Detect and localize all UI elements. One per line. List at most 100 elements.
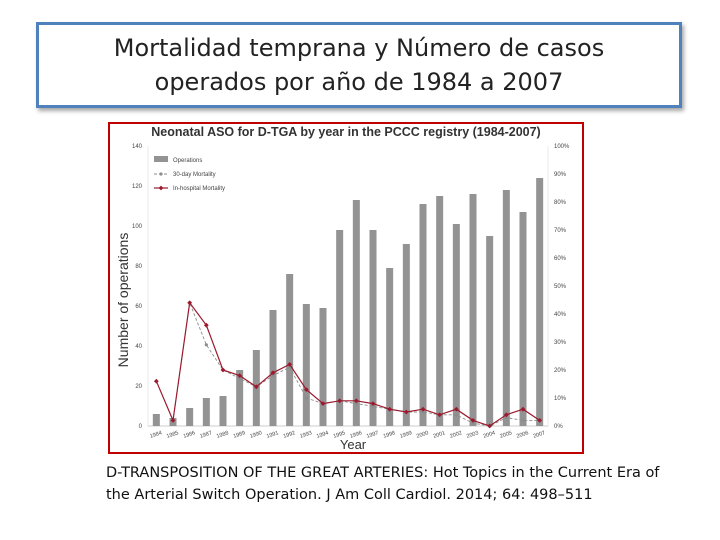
x-tick-label: 1992 [283, 430, 297, 439]
point-mortality-30day [271, 374, 275, 378]
bar-operations [202, 398, 210, 426]
point-in-hospital-mortality [220, 367, 226, 373]
bar-operations [152, 414, 160, 426]
y-tick-label: 120 [132, 184, 143, 190]
legend-swatch-operations [154, 156, 168, 162]
x-tick-label: 1991 [266, 430, 280, 439]
point-mortality-30day [471, 421, 475, 425]
legend-label: Operations [173, 158, 202, 164]
point-in-hospital-mortality [487, 423, 493, 429]
y2-tick-label: 70% [554, 228, 567, 234]
x-tick-label: 1997 [366, 430, 380, 439]
point-in-hospital-mortality [337, 398, 343, 404]
bar-operations [536, 178, 544, 426]
bar-operations [219, 396, 227, 426]
x-tick-label: 2004 [483, 430, 497, 439]
bar-operations [286, 274, 294, 426]
y-tick-label: 20 [135, 384, 142, 390]
legend-label: In-hospital Mortality [173, 186, 225, 192]
point-in-hospital-mortality [370, 401, 376, 406]
bar-operations [369, 230, 377, 426]
y-tick-label: 60 [135, 304, 142, 310]
x-tick-label: 2002 [449, 430, 463, 439]
point-in-hospital-mortality [253, 384, 259, 390]
x-tick-label: 1996 [349, 430, 363, 439]
chart-legend: Operations 30-day Mortality In-hospital Mo… [154, 156, 225, 192]
x-tick-label: 1995 [333, 430, 347, 439]
y-tick-label: 0 [139, 424, 143, 430]
bar-operations [436, 196, 444, 426]
x-tick-label: 2001 [433, 430, 447, 439]
x-tick-label: 1999 [399, 430, 413, 439]
x-tick-label: 2007 [533, 430, 547, 439]
legend-marker-in-hospital-mortality [158, 185, 164, 191]
point-mortality-30day [354, 402, 358, 406]
x-tick-label: 1993 [299, 430, 313, 439]
point-in-hospital-mortality [153, 378, 159, 384]
chart-frame: Neonatal ASO for D-TGA by year in the PC… [108, 122, 584, 454]
point-mortality-30day [504, 416, 508, 420]
point-in-hospital-mortality [537, 418, 543, 423]
y2-tick-label: 40% [554, 312, 567, 318]
legend-marker-mortality-30day [159, 172, 163, 176]
point-in-hospital-mortality [520, 406, 526, 412]
point-mortality-30day [371, 404, 375, 408]
x-tick-label: 1987 [199, 430, 213, 439]
x-tick-label: 2006 [516, 430, 530, 439]
bar-operations [236, 370, 244, 426]
x-tick-label: 1984 [149, 430, 163, 439]
x-tick-label: 1985 [166, 430, 180, 439]
point-in-hospital-mortality [237, 373, 243, 378]
x-axis-label: Year [340, 437, 367, 451]
bar-operations [469, 194, 477, 426]
y2-tick-label: 20% [554, 368, 567, 374]
y2-tick-label: 30% [554, 340, 567, 346]
x-tick-label: 1990 [249, 430, 263, 439]
y-tick-label: 100 [132, 224, 143, 230]
point-in-hospital-mortality [387, 406, 393, 412]
point-in-hospital-mortality [203, 322, 209, 328]
slide-title-line-1: Mortalidad temprana y Número de casos [113, 34, 605, 62]
point-in-hospital-mortality [403, 409, 409, 415]
point-in-hospital-mortality [287, 362, 293, 367]
point-in-hospital-mortality [320, 401, 326, 406]
y2-tick-label: 0% [554, 424, 563, 430]
bar-operations [319, 308, 327, 426]
bar-operations [402, 244, 410, 426]
bar-operations [386, 268, 394, 426]
point-mortality-30day [521, 418, 525, 422]
x-tick-label: 1989 [233, 430, 247, 439]
bar-operations [419, 204, 427, 426]
bar-operations [186, 408, 194, 426]
point-in-hospital-mortality [470, 418, 476, 423]
y-tick-label: 40 [135, 344, 142, 350]
y2-tick-label: 50% [554, 284, 567, 290]
point-in-hospital-mortality [453, 406, 459, 412]
x-tick-label: 1998 [383, 430, 397, 439]
source-caption: D-TRANSPOSITION OF THE GREAT ARTERIES: H… [106, 462, 706, 506]
bar-operations [352, 200, 360, 426]
line-in-hospital-mortality [155, 301, 541, 427]
point-mortality-30day [238, 376, 242, 380]
bar-operations [336, 230, 344, 426]
point-in-hospital-mortality [503, 412, 509, 418]
y2-tick-label: 10% [554, 396, 567, 402]
slide-title: Mortalidad temprana y Número de casos op… [36, 22, 682, 108]
bar-operations [486, 236, 494, 426]
caption-line-1: D-TRANSPOSITION OF THE GREAT ARTERIES: H… [106, 465, 660, 481]
point-in-hospital-mortality [437, 412, 443, 418]
point-mortality-30day [304, 396, 308, 400]
x-tick-label: 1988 [216, 430, 230, 439]
y-axis-label: Number of operations [115, 233, 131, 368]
x-tick-label: 2005 [499, 430, 513, 439]
x-tick-label: 1994 [316, 430, 330, 439]
x-tick-label: 2003 [466, 430, 480, 439]
x-tick-label: 1986 [183, 430, 197, 439]
y2-tick-label: 100% [554, 144, 570, 150]
bar-operations [502, 190, 510, 426]
y2-tick-label: 90% [554, 172, 567, 178]
point-in-hospital-mortality [170, 418, 176, 423]
bar-operations [452, 224, 460, 426]
y-tick-label: 140 [132, 144, 143, 150]
point-in-hospital-mortality [353, 398, 359, 404]
